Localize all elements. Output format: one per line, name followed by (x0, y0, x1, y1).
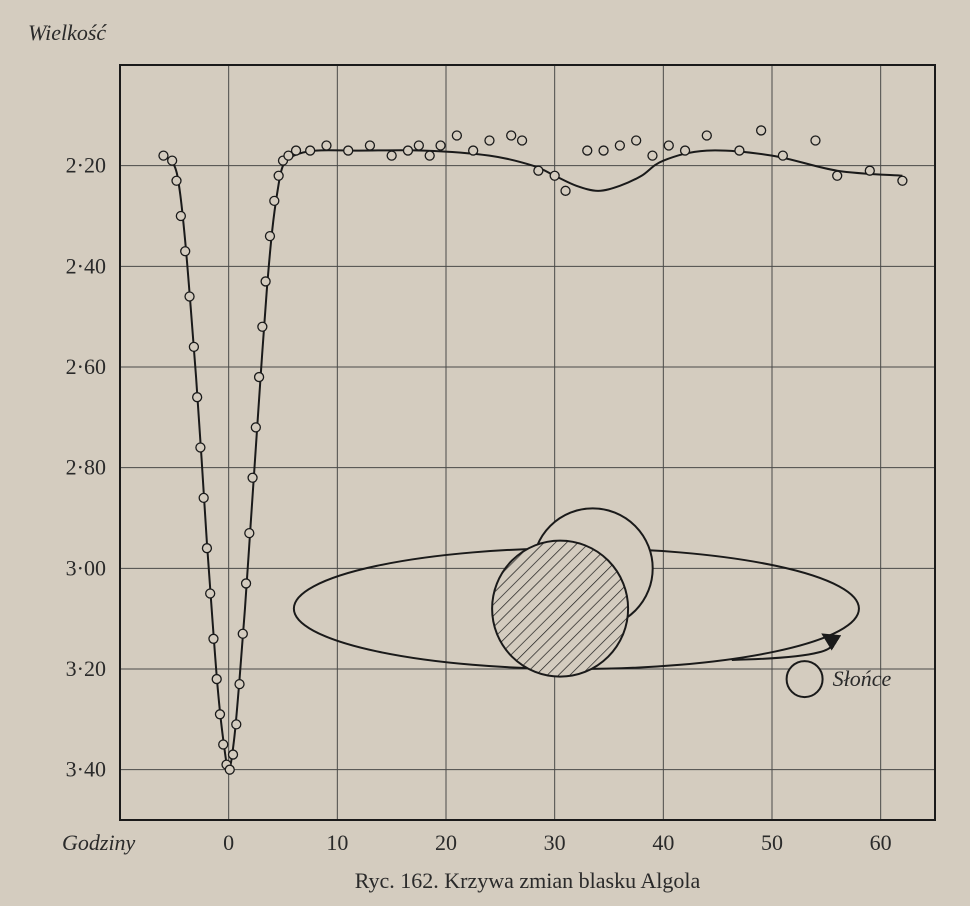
data-point (387, 151, 396, 160)
data-point (245, 529, 254, 538)
x-tick-label: 30 (544, 830, 566, 855)
data-point (196, 443, 205, 452)
data-point (206, 589, 215, 598)
y-tick-label: 2·80 (66, 455, 106, 480)
data-point (172, 176, 181, 185)
data-point (507, 131, 516, 140)
data-point (898, 176, 907, 185)
x-tick-labels: 0 10 20 30 40 50 60 (223, 830, 892, 855)
y-axis-label: Wielkość (28, 20, 107, 45)
data-point (735, 146, 744, 155)
data-point (274, 171, 283, 180)
sun-label: Słońce (833, 666, 892, 691)
data-point (518, 136, 527, 145)
x-tick-label: 20 (435, 830, 457, 855)
data-point (261, 277, 270, 286)
data-point (176, 212, 185, 221)
data-point (561, 186, 570, 195)
data-point (306, 146, 315, 155)
data-point (202, 544, 211, 553)
data-point (599, 146, 608, 155)
data-point (219, 740, 228, 749)
data-point (403, 146, 412, 155)
algol-light-curve-figure: Wielkość 2·20 2·40 2·60 2·80 3·00 3·20 3·40 0 1… (0, 0, 970, 906)
star-primary-hatched (492, 541, 628, 677)
data-point (189, 342, 198, 351)
data-point (322, 141, 331, 150)
data-point (258, 322, 267, 331)
data-point (436, 141, 445, 150)
y-tick-label: 3·00 (66, 555, 106, 580)
data-point (648, 151, 657, 160)
x-tick-label: 60 (870, 830, 892, 855)
data-point (238, 629, 247, 638)
y-tick-label: 2·40 (66, 253, 106, 278)
data-point (757, 126, 766, 135)
data-point (232, 720, 241, 729)
data-point (414, 141, 423, 150)
data-point (159, 151, 168, 160)
data-point (485, 136, 494, 145)
data-point (251, 423, 260, 432)
data-point (270, 196, 279, 205)
y-tick-label: 3·20 (66, 656, 106, 681)
gridlines (120, 65, 935, 820)
data-point (811, 136, 820, 145)
data-point (292, 146, 301, 155)
x-axis-label: Godziny (62, 830, 136, 855)
plot-frame (120, 65, 935, 820)
data-point (425, 151, 434, 160)
data-point (778, 151, 787, 160)
data-point (702, 131, 711, 140)
data-point (185, 292, 194, 301)
x-tick-label: 50 (761, 830, 783, 855)
data-point (664, 141, 673, 150)
data-point (209, 634, 218, 643)
data-point (469, 146, 478, 155)
data-point (225, 765, 234, 774)
data-point (265, 232, 274, 241)
data-point (583, 146, 592, 155)
data-point (229, 750, 238, 759)
data-point (242, 579, 251, 588)
data-point (632, 136, 641, 145)
y-tick-label: 2·20 (66, 153, 106, 178)
data-point (344, 146, 353, 155)
y-tick-label: 3·40 (66, 757, 106, 782)
data-point (534, 166, 543, 175)
x-tick-label: 10 (326, 830, 348, 855)
data-point (865, 166, 874, 175)
data-point (193, 393, 202, 402)
data-point (681, 146, 690, 155)
data-point (168, 156, 177, 165)
data-point (215, 710, 224, 719)
data-point (365, 141, 374, 150)
data-point (255, 373, 264, 382)
data-point (452, 131, 461, 140)
y-tick-labels: 2·20 2·40 2·60 2·80 3·00 3·20 3·40 (66, 153, 106, 782)
data-point (248, 473, 257, 482)
data-point (833, 171, 842, 180)
data-point (212, 675, 221, 684)
data-point (181, 247, 190, 256)
data-point (615, 141, 624, 150)
figure-caption: Ryc. 162. Krzywa zmian blasku Algola (355, 868, 701, 893)
x-tick-label: 40 (652, 830, 674, 855)
x-tick-label: 0 (223, 830, 234, 855)
data-point (235, 680, 244, 689)
data-point (199, 493, 208, 502)
sun-reference-icon (787, 661, 823, 697)
y-tick-label: 2·60 (66, 354, 106, 379)
data-point (550, 171, 559, 180)
